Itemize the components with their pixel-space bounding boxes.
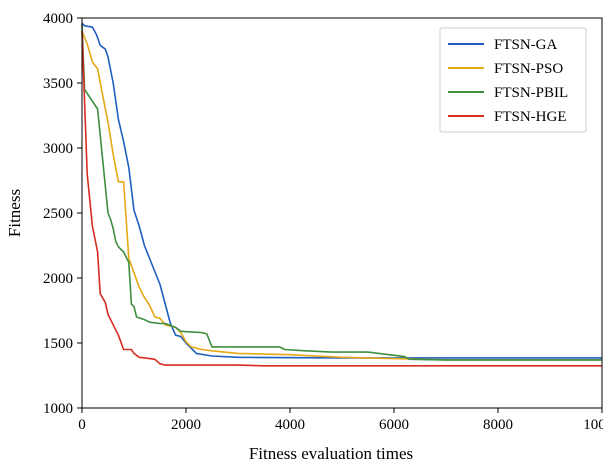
x-tick-label: 8000: [483, 417, 513, 433]
legend-label-ftsn-pso: FTSN-PSO: [494, 61, 563, 77]
y-tick-label: 2000: [43, 271, 73, 287]
x-axis-label: Fitness evaluation times: [249, 444, 413, 463]
series-line-ftsn-ga: [81, 22, 602, 359]
y-tick-label: 1500: [43, 336, 73, 352]
series-line-ftsn-pbil: [81, 24, 602, 361]
y-tick-label: 3000: [43, 141, 73, 157]
legend-box: [439, 27, 587, 133]
y-tick-label: 3500: [43, 76, 73, 92]
y-tick-label: 2500: [43, 206, 73, 222]
x-tick-label: 10000: [583, 417, 603, 433]
ticks-layer: 0 2000 4000 6000 8000 10000 1000 1500 2000 2500 30…: [43, 11, 603, 433]
x-tick-label: 4000: [275, 417, 305, 433]
y-tick-label: 1000: [43, 401, 73, 417]
x-tick-label: 0: [78, 417, 86, 433]
legend-label-ftsn-pbil: FTSN-PBIL: [494, 85, 568, 101]
series-layer: [81, 22, 602, 367]
series-line-ftsn-hge: [81, 30, 602, 367]
x-tick-label: 2000: [171, 417, 201, 433]
legend: FTSN-GA FTSN-PSO FTSN-PBIL FTSN-HGE: [439, 27, 587, 133]
y-tick-label: 4000: [43, 11, 73, 27]
legend-label-ftsn-hge: FTSN-HGE: [494, 109, 567, 125]
series-line-ftsn-pso: [81, 30, 602, 361]
legend-label-ftsn-ga: FTSN-GA: [494, 37, 558, 53]
y-axis-label: Fitness: [5, 189, 24, 237]
x-tick-label: 6000: [379, 417, 409, 433]
